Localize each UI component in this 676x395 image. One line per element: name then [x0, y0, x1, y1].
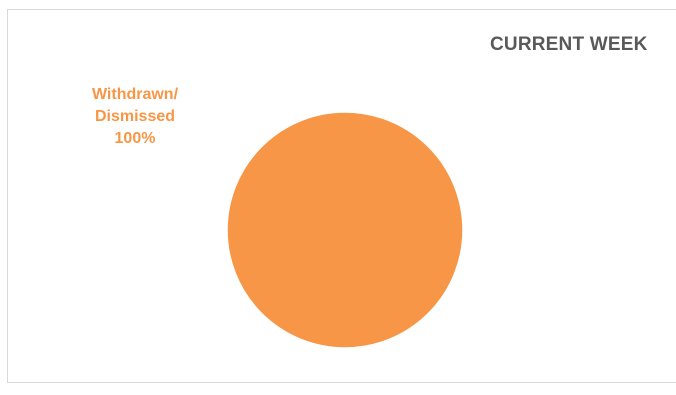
- slice-label-category-line2: Dismissed: [94, 108, 176, 125]
- slice-label-percent: 100%: [114, 130, 156, 147]
- slice-label-category-line1: Withdrawn/: [91, 86, 179, 103]
- pie-slices: [226, 111, 464, 349]
- pie-slice-0: [226, 111, 464, 349]
- chart-title: CURRENT WEEK: [490, 34, 648, 55]
- slice-data-label: Withdrawn/ Dismissed 100%: [60, 84, 210, 150]
